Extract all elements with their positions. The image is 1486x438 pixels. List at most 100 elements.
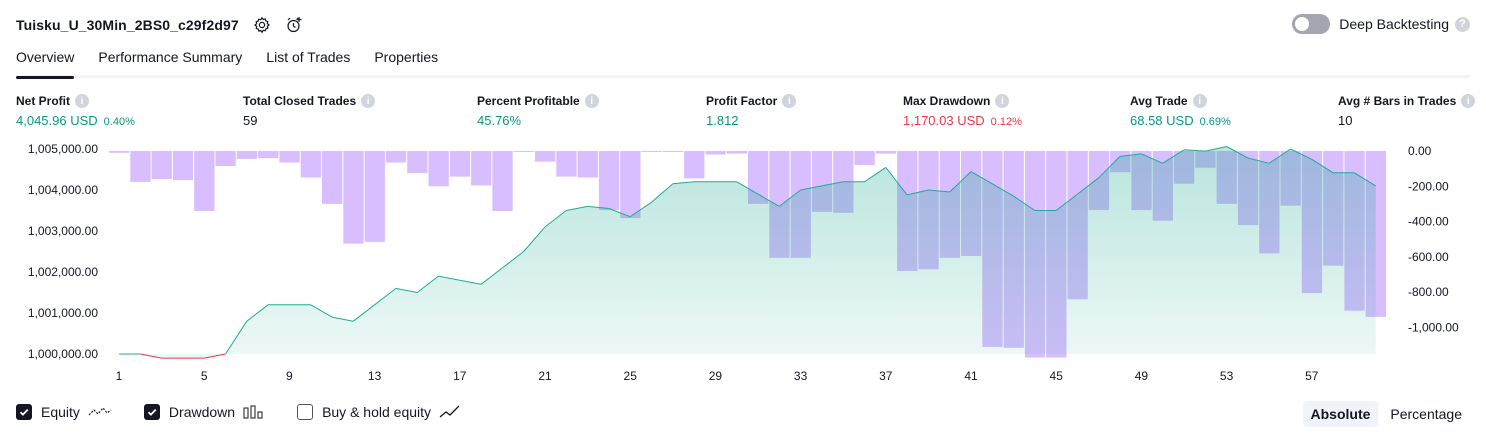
equity-line-segment: [608, 208, 631, 218]
info-icon[interactable]: i: [584, 94, 599, 108]
drawdown-bar: [471, 151, 492, 186]
buy-hold-line-icon: [439, 405, 463, 419]
equity-checkbox[interactable]: [16, 404, 32, 420]
metric-label: Total Closed Trades: [243, 94, 357, 108]
legend-equity[interactable]: Equity: [16, 404, 112, 420]
equity-line-segment: [970, 171, 993, 185]
right-tick-label: -1,000.00: [1408, 321, 1459, 335]
drawdown-bar: [130, 151, 151, 182]
equity-line-segment: [949, 171, 972, 193]
drawdown-bar: [705, 151, 726, 155]
x-tick-label: 53: [1220, 369, 1234, 383]
drawdown-bar: [875, 151, 897, 154]
tab-overview[interactable]: Overview: [16, 45, 75, 79]
metric-value: 10: [1338, 113, 1353, 128]
equity-line-segment: [523, 226, 546, 252]
x-axis: 1 5 9 13 17 21 25 29 33 37 41 45 49 53 57: [116, 369, 1319, 383]
right-tick-label: -400.00: [1408, 215, 1449, 229]
equity-line-segment: [1268, 148, 1291, 164]
equity-series: [119, 146, 1376, 359]
drawdown-bar: [428, 151, 449, 187]
equity-line-segment: [1013, 195, 1036, 211]
drawdown-bar: [641, 151, 662, 152]
drawdown-bar: [215, 151, 236, 166]
equity-line-segment: [736, 181, 759, 195]
info-icon[interactable]: i: [782, 94, 797, 108]
legend-label: Drawdown: [168, 404, 236, 420]
equity-line-segment: [1311, 158, 1334, 174]
tab-properties[interactable]: Properties: [374, 49, 439, 65]
help-icon[interactable]: ?: [1455, 16, 1470, 32]
info-icon[interactable]: i: [1461, 94, 1476, 108]
chart-legend: Equity Drawdown Buy & hold equity: [16, 404, 495, 420]
equity-line-segment: [885, 167, 908, 196]
tab-performance-summary[interactable]: Performance Summary: [98, 49, 243, 65]
drawdown-bar: [407, 151, 428, 174]
left-tick-label: 1,001,000.00: [28, 306, 98, 320]
drawdown-bar: [726, 151, 747, 154]
buy-hold-checkbox[interactable]: [297, 404, 314, 420]
tab-list-of-trades[interactable]: List of Trades: [266, 49, 351, 65]
drawdown-bar: [258, 151, 279, 159]
equity-line-segment: [1226, 146, 1249, 159]
metric-label: Max Drawdown: [903, 94, 991, 108]
deep-backtesting: Deep Backtesting ?: [1292, 14, 1470, 34]
equity-line-segment: [416, 275, 439, 293]
metric-value: 1.812: [706, 113, 739, 128]
absolute-button[interactable]: Absolute: [1302, 401, 1379, 427]
metric-value: 4,045.96 USD: [16, 113, 98, 128]
add-alert-icon[interactable]: [285, 16, 303, 34]
x-tick-label: 45: [1050, 369, 1064, 383]
percentage-button[interactable]: Percentage: [1390, 406, 1462, 422]
tab-bar: Overview Performance Summary List of Tra…: [16, 45, 1470, 79]
x-tick-label: 29: [709, 369, 723, 383]
deep-backtesting-toggle[interactable]: [1292, 14, 1331, 34]
equity-line-segment: [1077, 177, 1100, 195]
strategy-header: Tuisku_U_30Min_2BS0_c29f2d97: [16, 14, 303, 36]
drawdown-bar: [449, 151, 471, 177]
equity-line-segment: [864, 166, 887, 183]
metric-label: Profit Factor: [706, 94, 778, 108]
equity-line-segment: [1098, 156, 1121, 179]
deep-backtesting-label: Deep Backtesting: [1339, 16, 1449, 32]
equity-line-segment: [629, 201, 652, 218]
equity-line-segment: [480, 267, 503, 285]
gear-icon[interactable]: [253, 16, 271, 34]
x-tick-label: 49: [1135, 369, 1149, 383]
legend-drawdown[interactable]: Drawdown: [143, 404, 265, 420]
strategy-name: Tuisku_U_30Min_2BS0_c29f2d97: [16, 17, 239, 33]
equity-line-segment: [651, 183, 674, 203]
metric-value: 68.58 USD: [1130, 113, 1194, 128]
equity-line-segment: [1247, 157, 1270, 164]
metric-percent: 0.40%: [103, 116, 135, 128]
x-tick-label: 33: [794, 369, 808, 383]
info-icon[interactable]: i: [361, 94, 376, 108]
metric-max-drawdown: Max Drawdown i 1,170.03 USD 0.12%: [903, 94, 1022, 128]
info-icon[interactable]: i: [75, 94, 89, 108]
x-tick-label: 37: [879, 369, 893, 383]
right-tick-label: 0.00: [1408, 144, 1432, 158]
equity-line-segment: [757, 193, 780, 207]
drawdown-bar: [684, 151, 705, 179]
equity-line-segment: [140, 353, 162, 359]
equity-drawdown-chart[interactable]: 1,005,000.00 1,004,000.00 1,003,000.00 1,00…: [0, 138, 1486, 400]
x-tick-label: 1: [116, 369, 123, 383]
right-axis: 0.00 -200.00 -400.00 -600.00 -800.00 -1,000.0…: [1408, 144, 1459, 335]
drawdown-bar: [364, 151, 385, 242]
equity-line-segment: [1290, 148, 1313, 160]
equity-line-segment: [672, 181, 695, 185]
equity-line-segment: [587, 205, 609, 209]
right-tick-label: -200.00: [1408, 179, 1449, 193]
drawdown-bar: [513, 151, 534, 152]
drawdown-bar: [322, 151, 343, 204]
metric-value: 1,170.03 USD: [903, 113, 985, 128]
right-tick-label: -800.00: [1408, 285, 1449, 299]
info-icon[interactable]: i: [1192, 94, 1207, 108]
drawdown-checkbox[interactable]: [143, 404, 160, 420]
left-tick-label: 1,002,000.00: [28, 265, 98, 279]
drawdown-bar: [385, 151, 407, 163]
info-icon[interactable]: i: [995, 94, 1010, 108]
legend-buy-hold[interactable]: Buy & hold equity: [297, 404, 463, 420]
equity-line-segment: [204, 353, 226, 359]
drawdown-bar: [556, 151, 577, 177]
